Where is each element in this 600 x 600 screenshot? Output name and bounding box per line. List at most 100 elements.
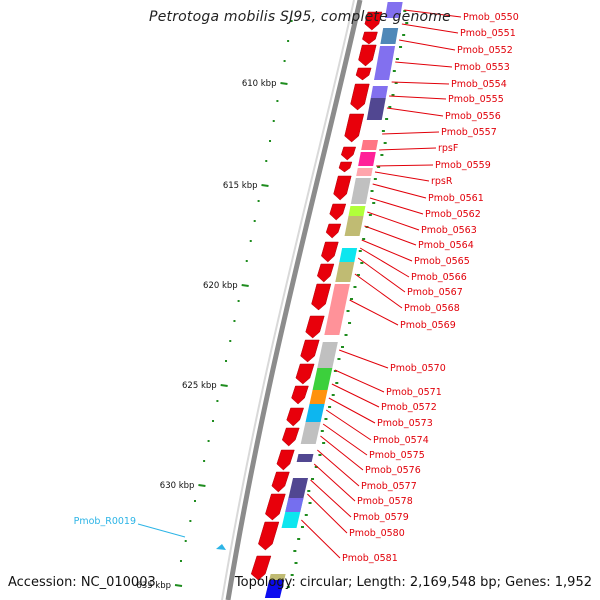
gc-skew-mark (286, 586, 290, 588)
cds-arrow (271, 471, 290, 493)
gc-skew-mark (324, 418, 328, 420)
gc-skew-mark (318, 454, 322, 456)
gene-leader-line (386, 107, 444, 117)
gene-leader-line (349, 299, 399, 326)
gene-leader-line (376, 164, 434, 167)
cog-feature-block (384, 2, 403, 18)
gene-leader-line (322, 423, 368, 456)
gene-label: Pmob_0576 (365, 465, 421, 476)
scale-minor-tick (212, 420, 215, 422)
scale-minor-tick (184, 540, 187, 542)
scale-minor-tick (287, 40, 290, 42)
gc-skew-mark (344, 334, 348, 336)
cog-feature-block (356, 168, 373, 176)
gc-skew-mark (322, 442, 326, 444)
scale-minor-tick (265, 160, 268, 162)
cog-feature-block (339, 248, 358, 262)
scale-minor-tick (233, 320, 236, 322)
gene-label: Pmob_0581 (342, 553, 398, 564)
gc-skew-mark (383, 142, 387, 144)
gene-leader-line (325, 409, 372, 441)
cds-arrow (305, 315, 325, 339)
cds-arrow (362, 31, 378, 45)
scale-track: 610 kbp 615 kbp 620 kbp 625 kbp 630 kbp 635 k… (136, 20, 293, 591)
scale-minor-tick (253, 220, 256, 222)
cog-feature-block (366, 98, 386, 120)
gc-skew-mark (293, 550, 297, 552)
gc-skew-mark (388, 106, 392, 108)
cds-arrow (355, 67, 372, 81)
gc-skew-mark (399, 46, 403, 48)
gene-leader-line (364, 225, 417, 246)
cds-arrow (317, 263, 335, 283)
cds-arrow (300, 339, 320, 363)
gene-leader-line (310, 479, 352, 518)
cds-arrow (258, 521, 280, 551)
cds-arrow (291, 385, 309, 405)
cds-arrow (340, 146, 357, 161)
scale-minor-tick (269, 140, 272, 142)
cog-feature-block (309, 390, 328, 404)
scale-minor-tick (283, 60, 286, 62)
topology-text: Topology: circular; Length: 2,169,548 bp… (234, 575, 592, 590)
gc-skew-mark (348, 322, 352, 324)
scale-minor-tick (245, 260, 248, 262)
gc-skew-mark (362, 238, 366, 240)
gene-leader-line (382, 131, 440, 135)
gc-skew-mark (358, 250, 362, 252)
gene-label: Pmob_0554 (451, 79, 507, 90)
gc-skew-mark (377, 166, 381, 168)
scale-tick-label: 615 kbp (223, 181, 258, 191)
cog-feature-block (288, 478, 309, 500)
cog-feature-block (312, 368, 333, 390)
gc-skew-mark (328, 406, 332, 408)
gc-skew-mark (331, 394, 335, 396)
cds-arrow (325, 223, 342, 239)
cog-feature-block (374, 46, 396, 80)
gene-leader-line (331, 383, 380, 408)
gc-skew-mark (304, 514, 308, 516)
scale-tick-label: 635 kbp (136, 581, 171, 591)
gene-label: Pmob_0572 (381, 402, 437, 413)
gene-label: Pmob_0564 (418, 240, 474, 251)
gene-leader-line (328, 397, 376, 424)
scale-minor-tick (276, 100, 279, 102)
scale-tick-mark (198, 484, 206, 487)
gene-label: Pmob_0556 (445, 111, 501, 122)
cds-arrow (358, 44, 377, 67)
scale-tick-mark (174, 584, 183, 587)
cds-track (250, 11, 383, 581)
gene-labels: Pmob_0550 Pmob_0551 Pmob_0552 Pmob_0553 Pmob… (74, 9, 519, 564)
cds-arrow (329, 203, 347, 221)
gc-skew-mark (320, 430, 324, 432)
scale-tick-mark (220, 384, 228, 387)
cds-arrow (364, 11, 383, 31)
gene-label: rpsF (438, 143, 458, 154)
gene-leader-line (372, 183, 427, 199)
gc-skew-mark (294, 562, 298, 564)
scale-tick-label: 630 kbp (160, 481, 195, 491)
gene-leader-line (401, 23, 459, 34)
gc-skew-mark (403, 10, 407, 12)
gc-skew-mark (402, 34, 406, 36)
accession-text: Accession: NC_010003 (8, 575, 156, 590)
genome-backbone-inner (221, 0, 355, 600)
cog-feature-block (348, 206, 366, 216)
gene-label: Pmob_0553 (454, 62, 510, 73)
gc-skew-mark (307, 490, 311, 492)
gene-leader-line (395, 61, 453, 68)
gene-label: Pmob_0571 (386, 387, 442, 398)
gene-label: Pmob_0578 (357, 496, 413, 507)
cds-arrow (276, 449, 295, 471)
scale-tick-label: 620 kbp (203, 281, 238, 291)
scale-minor-tick (237, 300, 240, 302)
cds-arrow (350, 83, 370, 111)
cog-feature-block (317, 342, 338, 368)
cds-arrow (321, 241, 339, 263)
gene-leader-line (317, 449, 360, 487)
cog-track (216, 2, 403, 598)
rna-feature-marker (216, 544, 226, 550)
gene-leader-line (369, 197, 424, 215)
gc-skew-mark (335, 382, 339, 384)
